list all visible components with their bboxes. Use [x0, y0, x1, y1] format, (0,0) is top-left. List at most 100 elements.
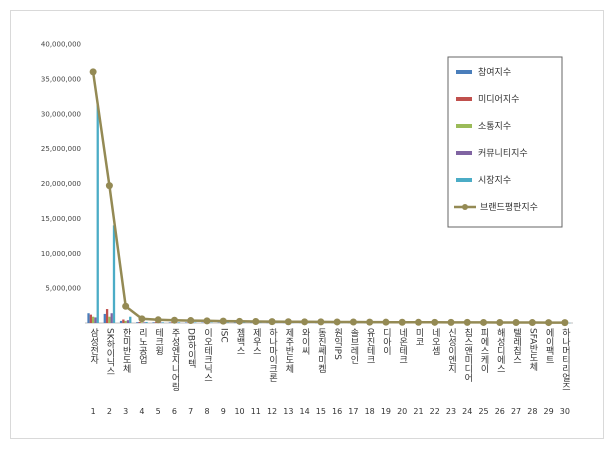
bar-커뮤니티지수 — [110, 313, 113, 323]
point-브랜드평판지수 — [105, 182, 113, 190]
bar-참여지수 — [168, 322, 172, 323]
bar-참여지수 — [103, 313, 106, 323]
legend-label: 커뮤니티지수 — [478, 148, 528, 159]
point-브랜드평판지수 — [187, 317, 195, 325]
rank-label: 27 — [511, 407, 521, 416]
bar-커뮤니티지수 — [159, 322, 162, 323]
point-브랜드평판지수 — [170, 316, 178, 324]
rank-label: 7 — [188, 407, 193, 416]
rank-label: 1 — [91, 407, 96, 416]
rank-label: 21 — [413, 407, 423, 416]
brand-reputation-chart: 40,000,00035,000,00030,000,00025,000,000… — [41, 41, 573, 416]
bar-소통지수 — [108, 316, 111, 323]
category-label: 주성엔지니어링 — [169, 328, 179, 391]
point-브랜드평판지수 — [268, 318, 276, 326]
y-tick-label: 15,000,000 — [41, 215, 81, 223]
legend-swatch — [456, 151, 472, 155]
rank-label: 17 — [348, 407, 358, 416]
rank-label: 28 — [527, 407, 537, 416]
point-브랜드평판지수 — [301, 318, 309, 326]
legend-label: 참여지수 — [478, 66, 511, 78]
point-브랜드평판지수 — [317, 318, 325, 326]
category-label: 신성이엔지 — [446, 328, 456, 374]
rank-label: 30 — [560, 407, 570, 416]
category-label: 리노공업 — [137, 328, 147, 364]
category-label: 디아이 — [381, 328, 391, 356]
category-label: 하나머티리얼즈 — [560, 328, 570, 391]
y-tick-label: 20,000,000 — [41, 180, 81, 188]
rank-label: 20 — [397, 407, 407, 416]
legend-label: 소통지수 — [478, 121, 511, 132]
rank-label: 10 — [234, 407, 244, 416]
bar-시장지수 — [161, 322, 164, 323]
legend-swatch — [456, 70, 472, 74]
bar-시장지수 — [177, 322, 181, 323]
category-label: 네온테크 — [397, 328, 407, 364]
point-브랜드평판지수 — [398, 318, 406, 326]
rank-label: 6 — [172, 407, 177, 416]
category-label: 삼성전자 — [88, 328, 98, 365]
rank-label: 24 — [462, 407, 472, 416]
bar-커뮤니티지수 — [94, 317, 97, 323]
y-tick-label: 35,000,000 — [41, 75, 81, 83]
bar-소통지수 — [140, 322, 144, 323]
rank-label: 25 — [478, 407, 488, 416]
category-label: 제우스 — [251, 328, 261, 355]
point-브랜드평판지수 — [122, 302, 130, 310]
rank-label: 23 — [446, 407, 456, 416]
legend-swatch — [456, 178, 472, 182]
category-label: 칩스앤미디어 — [462, 328, 472, 383]
point-브랜드평판지수 — [528, 319, 536, 327]
point-브랜드평판지수 — [252, 317, 260, 325]
legend-box — [447, 56, 563, 228]
category-label: 동진쎄미켐 — [316, 328, 326, 373]
rank-label: 16 — [332, 407, 342, 416]
point-브랜드평판지수 — [219, 317, 227, 325]
category-label: 이오테크닉스 — [202, 328, 212, 382]
rank-label: 13 — [283, 407, 293, 416]
category-label: ISC — [218, 328, 228, 343]
legend-label: 미디어지수 — [478, 94, 519, 105]
bar-참여지수 — [87, 313, 90, 323]
rank-label: 29 — [544, 407, 554, 416]
rank-label: 15 — [316, 407, 326, 416]
bar-시장지수 — [145, 321, 148, 323]
category-label: 제주반도체 — [283, 328, 293, 374]
category-label: 하나마이크론 — [267, 328, 277, 382]
bar-미디어지수 — [89, 314, 92, 323]
rank-label: 2 — [107, 407, 112, 416]
rank-label: 19 — [381, 407, 391, 416]
rank-label: 3 — [123, 407, 128, 416]
legend-marker — [462, 204, 468, 210]
bar-참여지수 — [136, 322, 139, 323]
point-브랜드평판지수 — [414, 318, 422, 326]
rank-label: 12 — [267, 407, 277, 416]
point-브랜드평판지수 — [480, 318, 488, 326]
point-브랜드평판지수 — [366, 318, 374, 326]
bar-미디어지수 — [138, 321, 141, 323]
chart-frame: 40,000,000 35,000,000 30,000,000 25,000,000… — [10, 10, 604, 439]
bar-시장지수 — [96, 104, 99, 324]
rank-label: 18 — [365, 407, 375, 416]
bar-미디어지수 — [154, 322, 158, 323]
rank-label: 14 — [300, 407, 310, 416]
legend-swatch — [456, 97, 472, 101]
point-브랜드평판지수 — [545, 319, 553, 327]
legend-swatch — [456, 124, 472, 128]
category-label: 네오셈 — [430, 328, 440, 355]
point-브랜드평판지수 — [138, 315, 146, 323]
legend-label: 브랜드평판지수 — [480, 202, 538, 213]
category-label: SFA반도체 — [527, 328, 537, 372]
point-브랜드평판지수 — [496, 318, 504, 326]
category-label: 유진테크 — [365, 328, 375, 364]
category-label: DB하이텍 — [186, 328, 196, 369]
rank-label: 5 — [156, 407, 161, 416]
bar-커뮤니티지수 — [126, 320, 130, 323]
point-브랜드평판지수 — [333, 318, 341, 326]
bar-커뮤니티지수 — [143, 322, 146, 323]
point-브랜드평판지수 — [382, 318, 390, 326]
category-label: 와이씨 — [300, 327, 310, 355]
point-브랜드평판지수 — [89, 68, 97, 76]
bar-미디어지수 — [105, 309, 109, 323]
category-label: 한미반도체 — [121, 328, 131, 374]
